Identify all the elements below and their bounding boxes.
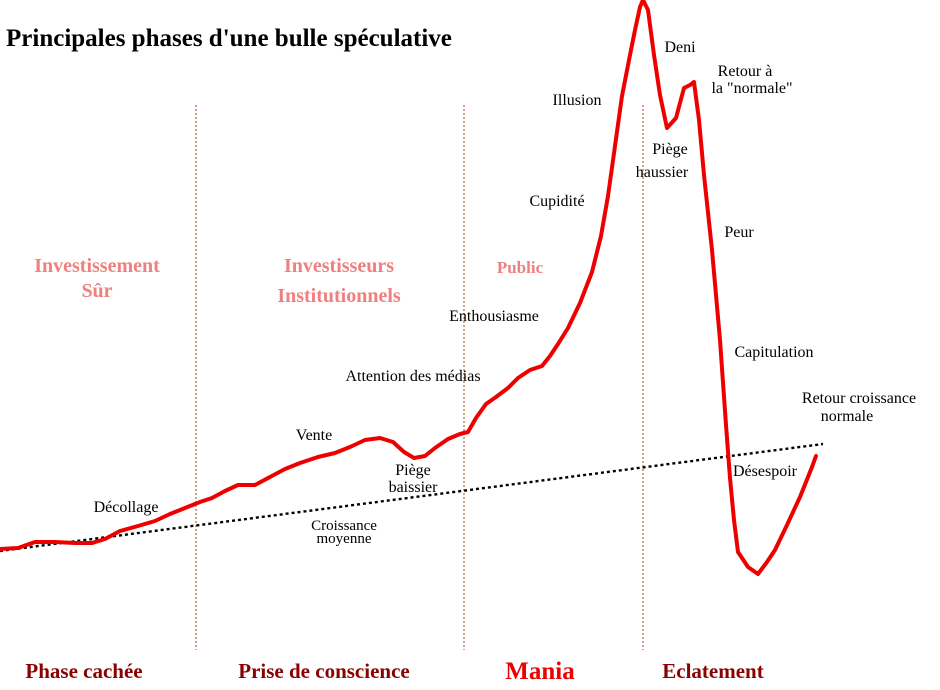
label-deni: Deni — [664, 39, 696, 56]
actor-labels: Investissement Sûr Investisseurs Institu… — [34, 255, 543, 307]
trend-annotation: Croissance moyenne — [311, 518, 377, 547]
bubble-curve — [0, 0, 818, 576]
label-capitulation: Capitulation — [734, 344, 813, 361]
diagram-title: Principales phases d'une bulle spéculati… — [6, 25, 452, 52]
actor-safe-investment-line1: Investissement — [34, 255, 160, 277]
label-illusion: Illusion — [553, 92, 602, 109]
label-piege-baissier-line1: Piège — [395, 462, 431, 479]
actor-institutional-line2: Institutionnels — [277, 285, 401, 307]
phase-burst: Eclatement — [662, 659, 763, 683]
phase-awareness: Prise de conscience — [238, 659, 409, 683]
actor-institutional-line1: Investisseurs — [284, 255, 394, 277]
actor-public: Public — [497, 258, 544, 277]
label-piege-haussier-line2: haussier — [636, 164, 689, 181]
label-retour-normale-line1: Retour à — [718, 63, 773, 80]
label-decollage: Décollage — [94, 499, 159, 516]
phase-names: Phase cachée Prise de conscience Mania E… — [25, 658, 763, 685]
label-retour-croissance-line2: normale — [821, 408, 873, 425]
label-vente: Vente — [296, 427, 332, 444]
label-cupidite: Cupidité — [529, 193, 584, 210]
label-peur: Peur — [724, 224, 754, 241]
average-growth-line — [0, 442, 824, 553]
label-desespoir: Désespoir — [733, 463, 798, 480]
curve-annotations: Décollage Vente Piège baissier Attention… — [94, 39, 917, 516]
label-attention-medias: Attention des médias — [345, 368, 480, 385]
label-enthousiasme: Enthousiasme — [449, 308, 539, 325]
phase-separators — [195, 105, 644, 650]
phase-mania: Mania — [505, 658, 575, 685]
phase-hidden: Phase cachée — [25, 659, 142, 683]
label-piege-baissier-line2: baissier — [389, 479, 439, 496]
label-piege-haussier-line1: Piège — [652, 141, 688, 158]
label-retour-normale-line2: la "normale" — [711, 80, 792, 97]
label-croissance-line1: Croissance — [311, 518, 377, 534]
actor-safe-investment-line2: Sûr — [81, 280, 112, 302]
label-croissance-line2: moyenne — [317, 531, 372, 547]
label-retour-croissance-line1: Retour croissance — [802, 390, 916, 407]
